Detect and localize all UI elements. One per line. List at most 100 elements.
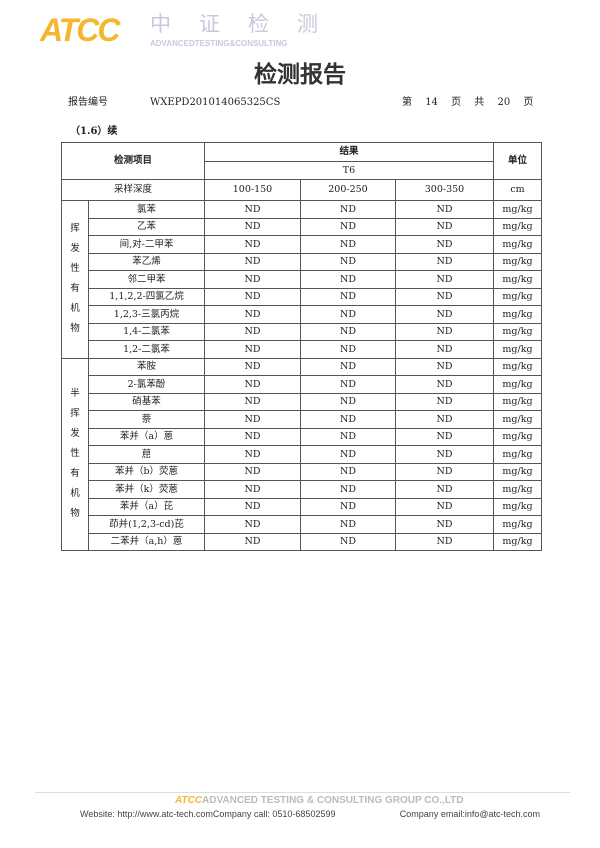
result-value: ND: [300, 497, 396, 516]
unit: mg/kg: [493, 270, 542, 289]
footer-logo-mark: ATCC: [175, 795, 203, 806]
unit: mg/kg: [493, 235, 542, 254]
analyte-name: 1,2,3-三氯丙烷: [88, 305, 205, 324]
result-value: ND: [204, 200, 301, 219]
item-header: 检测项目: [61, 142, 205, 180]
unit: mg/kg: [493, 515, 542, 534]
logo-chinese-text: 中证检测: [150, 12, 346, 36]
result-value: ND: [204, 515, 301, 534]
footer-contact: Website: http://www.atc-tech.comCompany …: [80, 810, 540, 819]
result-value: ND: [395, 532, 494, 551]
result-value: ND: [395, 445, 494, 464]
table-row: 挥发性有机物氯苯 ND ND ND mg/kg: [61, 200, 542, 359]
page-prefix: 第: [402, 97, 412, 108]
unit: mg/kg: [493, 427, 542, 446]
result-value: ND: [395, 235, 494, 254]
result-value: ND: [204, 287, 301, 306]
result-value: ND: [300, 410, 396, 429]
depth-unit: cm: [493, 179, 542, 201]
depth-1: 100-150: [204, 179, 301, 201]
table-row: 茚并(1,2,3-cd)芘 ND ND ND mg/kg: [62, 515, 542, 534]
page-current: 14: [425, 97, 438, 108]
unit: mg/kg: [493, 357, 542, 376]
result-value: ND: [395, 375, 494, 394]
result-value: ND: [395, 462, 494, 481]
analyte-name: 苯胺: [88, 357, 205, 376]
unit: mg/kg: [493, 217, 542, 236]
result-value: ND: [300, 270, 396, 289]
logo-english-text: ADVANCEDTESTING&CONSULTING: [150, 39, 288, 48]
table-row: 萘 ND ND ND mg/kg: [62, 410, 542, 429]
group-label: 挥发性有机物: [61, 200, 89, 359]
result-value: ND: [300, 322, 396, 341]
results-table: 检测项目 结果 单位 T6 采样深度 100-150 200-250 300-3…: [61, 142, 542, 551]
analyte-name: 茚并(1,2,3-cd)芘: [88, 515, 205, 534]
unit: mg/kg: [493, 340, 542, 359]
unit: mg/kg: [493, 375, 542, 394]
atcc-logo: ATCC: [40, 12, 120, 48]
result-value: ND: [204, 305, 301, 324]
analyte-name: 苯并（a）芘: [88, 497, 205, 516]
result-value: ND: [204, 427, 301, 446]
analyte-name: 邻二甲苯: [88, 270, 205, 289]
result-value: ND: [395, 410, 494, 429]
unit: mg/kg: [493, 322, 542, 341]
result-value: ND: [204, 497, 301, 516]
result-value: ND: [300, 445, 396, 464]
result-value: ND: [204, 217, 301, 236]
result-value: ND: [395, 392, 494, 411]
table-row: 硝基苯 ND ND ND mg/kg: [62, 392, 542, 411]
unit: mg/kg: [493, 480, 542, 499]
result-value: ND: [204, 410, 301, 429]
result-value: ND: [395, 200, 494, 219]
result-value: ND: [395, 357, 494, 376]
footer-divider: [35, 792, 570, 793]
result-value: ND: [204, 480, 301, 499]
analyte-name: 苯并（k）荧蒽: [88, 480, 205, 499]
analyte-name: 氯苯: [88, 200, 205, 219]
result-value: ND: [300, 532, 396, 551]
result-value: ND: [204, 445, 301, 464]
table-row: 半挥发性有机物苯胺 ND ND ND mg/kg: [61, 357, 542, 551]
section-heading: （1.6）续: [70, 126, 118, 137]
table-row: 1,2-二氯苯 ND ND ND mg/kg: [62, 340, 542, 359]
result-value: ND: [395, 252, 494, 271]
table-row: 二苯并（a,h）蒽 ND ND ND mg/kg: [62, 532, 542, 551]
page-suffix: 页: [523, 97, 534, 108]
unit: mg/kg: [493, 305, 542, 324]
unit: mg/kg: [493, 445, 542, 464]
result-value: ND: [204, 252, 301, 271]
unit: mg/kg: [493, 497, 542, 516]
result-value: ND: [395, 340, 494, 359]
analyte-name: 2-氯苯酚: [88, 375, 205, 394]
table-row: 苯乙烯 ND ND ND mg/kg: [62, 252, 542, 271]
analyte-name: 硝基苯: [88, 392, 205, 411]
unit: mg/kg: [493, 532, 542, 551]
result-value: ND: [300, 287, 396, 306]
table-row: 苯并（a）芘 ND ND ND mg/kg: [62, 497, 542, 516]
result-value: ND: [204, 322, 301, 341]
footer-logo: ATCCADVANCED TESTING & CONSULTING GROUP …: [175, 796, 464, 806]
analyte-name: 苯并（a）蒽: [88, 427, 205, 446]
table-row: 1,4-二氯苯 ND ND ND mg/kg: [62, 322, 542, 341]
result-value: ND: [300, 357, 396, 376]
result-value: ND: [300, 427, 396, 446]
analyte-name: 间,对-二甲苯: [88, 235, 205, 254]
analyte-name: 乙苯: [88, 217, 205, 236]
analyte-name: 䓛: [88, 445, 205, 464]
analyte-name: 1,2-二氯苯: [88, 340, 205, 359]
result-value: ND: [300, 480, 396, 499]
table-row: 䓛 ND ND ND mg/kg: [62, 445, 542, 464]
result-value: ND: [395, 427, 494, 446]
page-number: 第 14 页 共 20 页: [402, 98, 533, 108]
analyte-name: 萘: [88, 410, 205, 429]
result-value: ND: [300, 200, 396, 219]
unit-header: 单位: [493, 142, 542, 180]
result-value: ND: [300, 375, 396, 394]
result-value: ND: [300, 515, 396, 534]
result-value: ND: [300, 462, 396, 481]
unit: mg/kg: [493, 392, 542, 411]
result-value: ND: [395, 270, 494, 289]
result-value: ND: [395, 287, 494, 306]
